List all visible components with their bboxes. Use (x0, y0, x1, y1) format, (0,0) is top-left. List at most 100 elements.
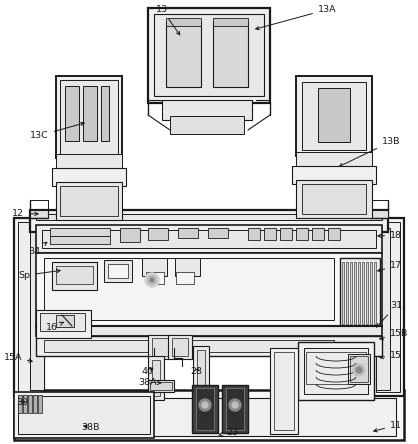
Circle shape (145, 273, 159, 287)
Bar (65, 86, 79, 141)
Bar (166, 22, 201, 87)
Text: 39: 39 (16, 398, 28, 407)
Bar (280, 228, 292, 240)
Bar (36, 253, 382, 328)
Bar (30, 228, 44, 390)
Bar (296, 76, 372, 156)
Circle shape (202, 402, 208, 408)
Bar (358, 262, 360, 324)
Circle shape (229, 399, 241, 411)
Bar (56, 315, 74, 327)
Bar (56, 182, 122, 220)
Bar (152, 360, 160, 396)
Bar (302, 82, 366, 150)
Bar (36, 326, 382, 336)
Text: 40: 40 (142, 367, 154, 376)
Bar (36, 310, 91, 338)
Bar (52, 262, 97, 290)
Bar (50, 236, 110, 244)
Bar (197, 350, 205, 398)
Bar (175, 258, 200, 276)
Circle shape (232, 402, 238, 408)
Text: 31: 31 (377, 301, 402, 327)
Bar (56, 76, 122, 158)
Bar (101, 86, 109, 141)
Bar (60, 186, 118, 216)
Bar (304, 348, 368, 394)
Bar (370, 210, 388, 218)
Bar (342, 262, 344, 324)
Text: 13B: 13B (339, 137, 400, 166)
Bar (142, 258, 167, 276)
Bar (296, 228, 308, 240)
Bar (296, 152, 372, 170)
Bar (148, 380, 174, 392)
Bar (376, 222, 400, 392)
Circle shape (150, 278, 153, 281)
Circle shape (356, 367, 362, 373)
Bar (226, 388, 244, 430)
Bar (148, 335, 172, 359)
Bar (196, 388, 214, 430)
Bar (150, 382, 172, 390)
Bar (166, 18, 201, 26)
Bar (36, 336, 382, 356)
Bar (148, 356, 164, 400)
Bar (40, 313, 85, 331)
Bar (36, 225, 382, 253)
Bar (56, 266, 93, 284)
Text: 15: 15 (380, 351, 402, 360)
Bar (176, 272, 194, 284)
Bar (354, 262, 356, 324)
Bar (30, 210, 48, 218)
Bar (108, 264, 128, 278)
Bar (56, 154, 122, 172)
Text: 28: 28 (190, 367, 202, 376)
Bar (154, 14, 264, 96)
Bar (248, 228, 260, 240)
Bar (213, 18, 248, 26)
Bar (104, 260, 132, 282)
Bar (222, 385, 248, 433)
Bar (44, 258, 334, 320)
Bar (366, 262, 368, 324)
Bar (362, 262, 364, 324)
Bar (36, 214, 382, 220)
Circle shape (148, 276, 156, 284)
Bar (312, 228, 324, 240)
Bar (44, 340, 334, 352)
Bar (60, 80, 118, 154)
Bar (318, 88, 350, 142)
Bar (264, 228, 276, 240)
Bar (18, 396, 150, 434)
Circle shape (353, 364, 365, 376)
Bar (18, 222, 40, 392)
Bar (370, 262, 372, 324)
Bar (18, 395, 22, 413)
Bar (83, 86, 97, 141)
Bar (146, 272, 164, 284)
Bar (296, 180, 372, 218)
Bar (213, 22, 248, 87)
Bar (192, 385, 218, 433)
Bar (14, 218, 44, 396)
Text: 34: 34 (28, 242, 47, 256)
Bar (33, 395, 37, 413)
Bar (350, 356, 368, 382)
Bar (148, 228, 168, 240)
Text: 17: 17 (378, 261, 402, 272)
Bar (148, 8, 270, 103)
Bar (374, 218, 404, 396)
Text: 16: 16 (46, 322, 64, 332)
Circle shape (199, 399, 211, 411)
Bar (302, 184, 366, 214)
Text: 15A: 15A (3, 353, 32, 362)
Bar (328, 228, 340, 240)
Bar (38, 395, 42, 413)
Bar (14, 392, 154, 438)
Text: 38B: 38B (81, 423, 99, 432)
Bar (120, 228, 140, 242)
Text: 12: 12 (12, 209, 38, 218)
Text: Sp: Sp (18, 270, 60, 280)
Bar (170, 116, 244, 134)
